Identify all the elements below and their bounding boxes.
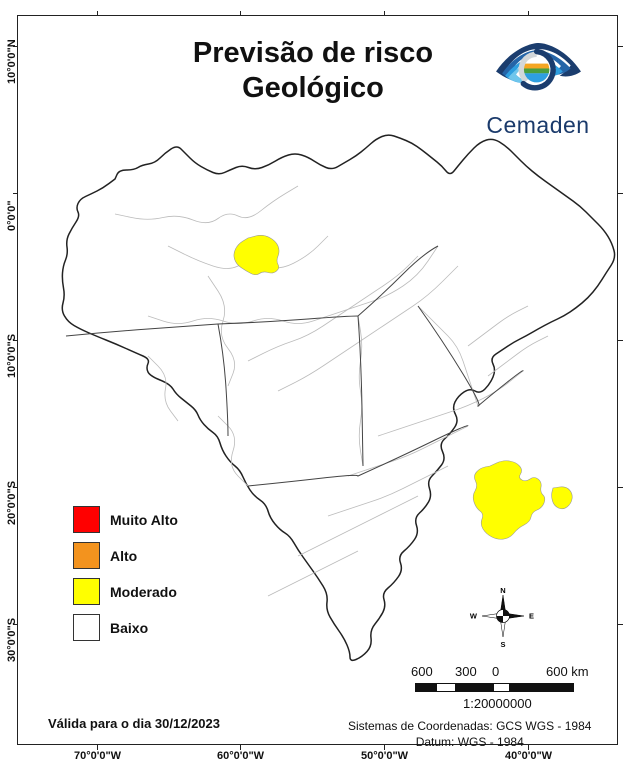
svg-text:N: N	[500, 586, 505, 595]
svg-text:W: W	[470, 612, 478, 621]
svg-text:S: S	[500, 640, 505, 649]
svg-text:20°0'0"S: 20°0'0"S	[6, 481, 18, 525]
svg-text:10°0'0"S: 10°0'0"S	[6, 334, 18, 378]
svg-text:0°0'0": 0°0'0"	[6, 200, 18, 231]
svg-text:E: E	[529, 612, 534, 621]
svg-text:10°0'0"N: 10°0'0"N	[6, 39, 18, 84]
svg-text:30°0'0"S: 30°0'0"S	[6, 618, 18, 662]
